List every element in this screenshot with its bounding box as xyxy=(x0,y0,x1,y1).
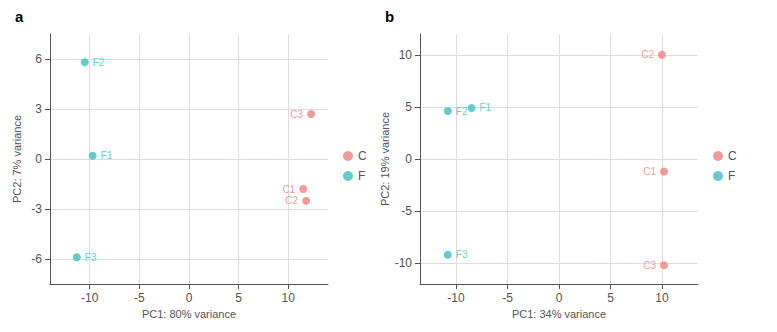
svg-text:PC2: 19% variance: PC2: 19% variance xyxy=(379,112,391,206)
svg-text:-3: -3 xyxy=(31,202,42,216)
svg-text:C: C xyxy=(358,149,367,163)
svg-text:5: 5 xyxy=(405,100,412,114)
svg-text:10: 10 xyxy=(399,48,413,62)
svg-text:0: 0 xyxy=(35,152,42,166)
svg-text:a: a xyxy=(15,8,24,25)
svg-text:10: 10 xyxy=(655,291,669,305)
svg-text:PC1: 34% variance: PC1: 34% variance xyxy=(512,308,606,320)
svg-text:F: F xyxy=(358,169,365,183)
svg-text:PC2: 7% variance: PC2: 7% variance xyxy=(11,115,23,203)
svg-text:F: F xyxy=(728,169,735,183)
svg-text:0: 0 xyxy=(405,152,412,166)
svg-text:5: 5 xyxy=(607,291,614,305)
svg-text:-5: -5 xyxy=(134,291,145,305)
svg-text:C1: C1 xyxy=(282,184,295,195)
svg-text:PC1: 80% variance: PC1: 80% variance xyxy=(142,308,236,320)
svg-text:C2: C2 xyxy=(285,195,298,206)
svg-text:b: b xyxy=(385,8,394,25)
svg-text:-10: -10 xyxy=(81,291,99,305)
svg-text:C: C xyxy=(728,149,737,163)
svg-text:C1: C1 xyxy=(643,166,656,177)
svg-text:-5: -5 xyxy=(401,204,412,218)
svg-text:3: 3 xyxy=(35,102,42,116)
svg-text:C2: C2 xyxy=(641,49,654,60)
svg-text:F1: F1 xyxy=(479,102,491,113)
svg-text:-6: -6 xyxy=(31,252,42,266)
svg-text:-10: -10 xyxy=(447,291,465,305)
svg-text:5: 5 xyxy=(235,291,242,305)
svg-text:-5: -5 xyxy=(502,291,513,305)
svg-text:-10: -10 xyxy=(395,256,413,270)
svg-text:F3: F3 xyxy=(456,249,468,260)
svg-text:6: 6 xyxy=(35,52,42,66)
svg-text:10: 10 xyxy=(282,291,296,305)
svg-text:0: 0 xyxy=(556,291,563,305)
svg-text:F2: F2 xyxy=(456,106,468,117)
svg-text:F1: F1 xyxy=(101,150,113,161)
svg-text:F3: F3 xyxy=(85,252,97,263)
svg-text:F2: F2 xyxy=(93,57,105,68)
svg-text:C3: C3 xyxy=(643,260,656,271)
svg-text:0: 0 xyxy=(186,291,193,305)
svg-text:C3: C3 xyxy=(290,109,303,120)
